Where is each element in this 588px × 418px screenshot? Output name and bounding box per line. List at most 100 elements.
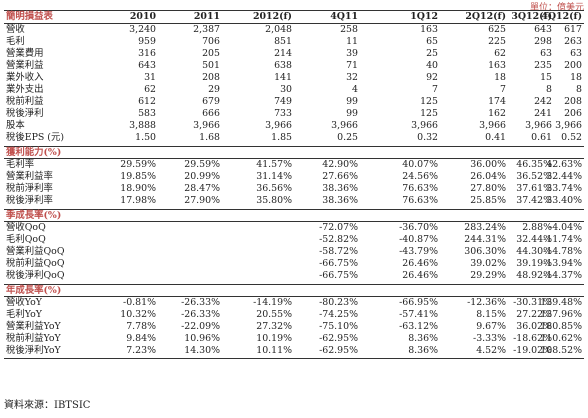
row-label: 營收 <box>6 24 25 35</box>
row-value: 638 <box>274 60 292 71</box>
row-value: 27.22% <box>516 309 552 320</box>
row-label: 稅前利益 <box>6 96 44 107</box>
row-value <box>150 222 220 234</box>
row-value: 206 <box>564 108 582 119</box>
table-row: 股本 3,888 3,966 3,966 3,966 3,966 3,966 3,966 3,9… <box>4 120 584 132</box>
row-value: 8 <box>576 84 582 95</box>
row-value: 163 <box>420 24 438 35</box>
row-value: 3,966 <box>411 120 438 131</box>
row-label: 稅後淨利 <box>6 108 44 119</box>
row-value: -12.36% <box>467 297 506 308</box>
row-label: 毛利QoQ <box>6 234 46 245</box>
row-value: 851 <box>274 36 292 47</box>
table-row: 稅後淨利 583 666 733 99 125 162 241 206 <box>4 108 584 120</box>
row-value: -26.33% <box>181 297 220 308</box>
row-value: 180.85% <box>540 321 582 332</box>
row-value <box>86 246 156 258</box>
row-value: -19.02% <box>513 345 552 356</box>
row-value: 501 <box>202 60 220 71</box>
row-value: 643 <box>138 60 156 71</box>
row-label: 毛利 <box>6 36 25 47</box>
row-value: -0.81% <box>123 297 156 308</box>
row-value: 10.19% <box>256 333 292 344</box>
row-value: 40 <box>426 60 438 71</box>
table-row: 業外收入 31 208 141 32 92 18 15 18 <box>4 72 584 84</box>
row-value: -13.94% <box>543 258 582 269</box>
row-value <box>150 234 220 246</box>
row-value: 14.30% <box>184 345 220 356</box>
row-value: 27.80% <box>470 183 506 194</box>
row-value: 62 <box>144 84 156 95</box>
row-value: 3,966 <box>525 120 552 131</box>
row-value: 44.30% <box>516 246 552 257</box>
row-value <box>222 258 292 270</box>
row-value: 26.46% <box>402 270 438 281</box>
row-value: 92 <box>426 72 438 83</box>
row-value: 29.59% <box>184 159 220 170</box>
row-value: 71 <box>346 60 358 71</box>
row-label: 股本 <box>6 120 25 131</box>
column-header: 3Q12(f) <box>511 11 552 22</box>
table-row: 稅前利益YoY 9.84% 10.96% 10.19% -62.95% 8.36% -3.3… <box>4 333 584 345</box>
row-value: 2,048 <box>265 24 292 35</box>
row-value: -4.04% <box>549 222 582 233</box>
row-value: 139.48% <box>540 297 582 308</box>
row-value: 7.78% <box>126 321 156 332</box>
row-value: 205 <box>202 48 220 59</box>
table-row: 營業利益率 19.85% 20.99% 31.14% 27.66% 24.56% 26.04… <box>4 171 584 183</box>
row-value: 8 <box>546 84 552 95</box>
row-value: 298 <box>534 36 552 47</box>
table-bottom-rule <box>4 358 584 359</box>
row-value <box>150 270 220 282</box>
table-row: 營收YoY -0.81% -26.33% -14.19% -80.23% -66.95% -… <box>4 297 584 309</box>
row-value: 99 <box>346 96 358 107</box>
row-value: -58.72% <box>319 246 358 257</box>
row-value: 27.66% <box>322 171 358 182</box>
row-value: 29 <box>208 84 220 95</box>
row-value: 7 <box>432 84 438 95</box>
table-header: 簡明損益表 2010 2011 2012(f) 4Q11 1Q12 2Q12(f) 3Q12… <box>4 10 584 24</box>
row-label: 稅後淨利QoQ <box>6 270 65 281</box>
row-value: 18 <box>494 72 506 83</box>
row-value: 19.85% <box>120 171 156 182</box>
row-value: 46.35% <box>516 159 552 170</box>
row-value: 263 <box>564 36 582 47</box>
row-value: 108.52% <box>540 345 582 356</box>
row-value: 29.59% <box>120 159 156 170</box>
row-value: 31.14% <box>256 171 292 182</box>
row-value: -62.95% <box>319 345 358 356</box>
row-value: 28.47% <box>184 183 220 194</box>
row-value: 9.84% <box>126 333 156 344</box>
row-value: 733 <box>274 108 292 119</box>
row-value: 306.30% <box>464 246 506 257</box>
row-value: 583 <box>138 108 156 119</box>
row-value: 0.32 <box>417 132 438 143</box>
row-label: 營業利益YoY <box>6 321 61 332</box>
section-header: 年成長率(%) <box>4 284 584 297</box>
row-label: 營業費用 <box>6 48 44 59</box>
row-value: 679 <box>202 96 220 107</box>
row-value: 3,966 <box>265 120 292 131</box>
row-value: 2,387 <box>193 24 220 35</box>
row-value: 244.31% <box>464 234 506 245</box>
table-row: 稅後EPS (元) 1.50 1.68 1.85 0.25 0.32 0.41 0.61 0.5… <box>4 132 584 144</box>
row-value: 26.04% <box>470 171 506 182</box>
row-value: 208 <box>564 96 582 107</box>
row-value: 706 <box>202 36 220 47</box>
row-value: 1.50 <box>135 132 156 143</box>
row-value: -52.82% <box>319 234 358 245</box>
table-row: 毛利率 29.59% 29.59% 41.57% 42.90% 40.07% 36.00% 4… <box>4 159 584 171</box>
row-value: -63.12% <box>399 321 438 332</box>
row-value: 39.02% <box>470 258 506 269</box>
row-value: -75.10% <box>319 321 358 332</box>
row-value: 137.96% <box>540 309 582 320</box>
row-value: 2.88% <box>522 222 552 233</box>
row-value: 0.61 <box>531 132 552 143</box>
row-value: 214 <box>274 48 292 59</box>
row-value: -43.79% <box>399 246 438 257</box>
column-header: 1Q12 <box>410 11 438 22</box>
row-value: 42.90% <box>322 159 358 170</box>
row-value: -36.70% <box>399 222 438 233</box>
row-value: 225 <box>488 36 506 47</box>
